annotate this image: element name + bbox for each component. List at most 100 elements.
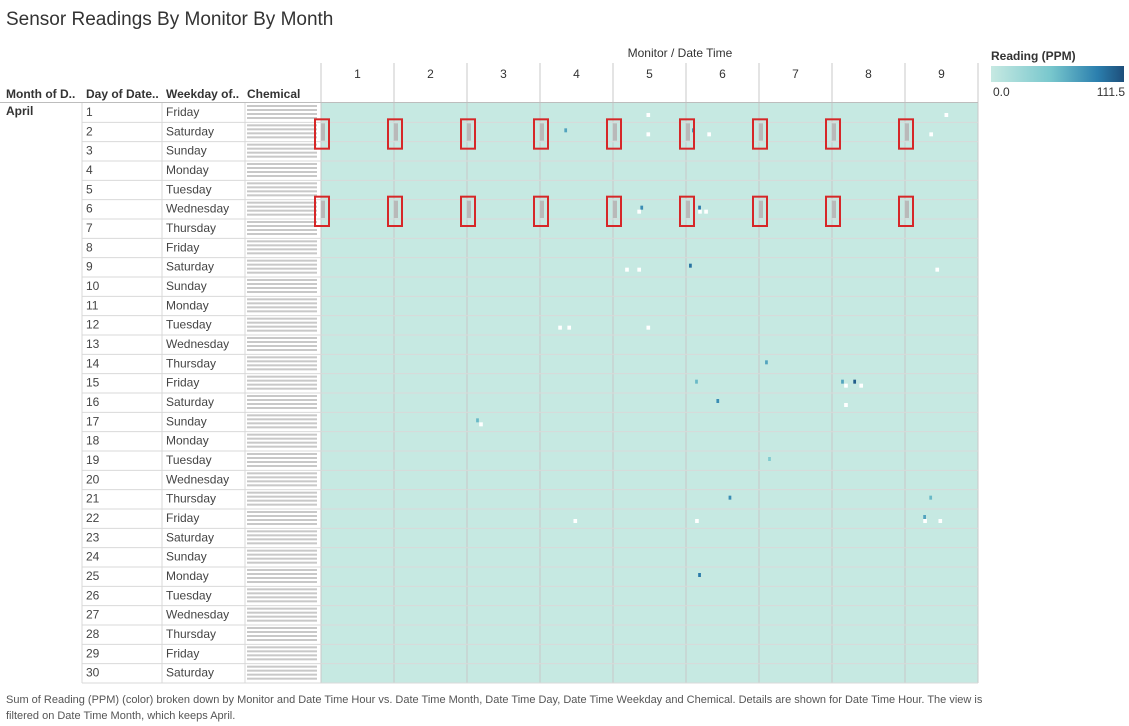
saturated-cell [567,325,572,330]
chemical-label-stack [247,395,317,397]
chemical-label-stack [247,461,317,463]
chemical-label-stack [247,105,317,107]
chemical-label-stack [247,167,317,169]
heatmap-cell [853,379,857,384]
chemical-label-stack [247,345,317,347]
chemical-label-stack [247,109,317,111]
chemical-label-stack [247,515,317,517]
day-label: 30 [86,666,100,680]
day-label: 15 [86,376,100,390]
highlight-box [460,195,476,228]
chemical-label-stack [247,530,317,533]
highlighted-hour-bar [467,123,471,141]
chemical-label-stack [247,233,317,235]
chemical-label-stack [247,414,317,417]
chemical-label-stack [247,437,317,440]
day-label: 8 [86,240,93,254]
row-header-chemical: Chemical [247,87,301,101]
chemical-label-stack [247,291,317,293]
monitor-header-label: 5 [646,67,653,81]
highlighted-hour-bar [759,200,763,218]
weekday-label: Thursday [166,221,216,235]
chemical-label-stack [247,433,317,436]
chemical-label-stack [247,325,317,328]
saturated-cell [944,113,949,117]
chemical-label-stack [247,229,317,231]
highlighted-hour-bar [321,200,325,218]
column-header-title: Monitor / Date Time [627,46,733,60]
chemical-label-stack [247,665,317,668]
chemical-label-stack [247,310,317,313]
chemical-label-stack [247,171,317,173]
heatmap-cell [689,263,692,268]
chemical-label-stack [247,259,317,262]
chemical-label-stack [247,356,317,359]
chemical-label-stack [247,619,317,622]
chemical-label-stack [247,465,317,467]
legend-color-ramp [991,66,1124,82]
chemical-label-stack [247,128,317,131]
day-label: 11 [86,298,99,312]
chemical-label-stack [247,480,317,483]
chemical-label-stack [247,611,317,614]
weekday-label: Thursday [166,356,216,370]
chemical-label-stack [247,279,317,281]
day-label: 3 [86,144,93,158]
chart-caption: Sum of Reading (PPM) (color) broken down… [6,694,983,722]
saturated-cell [929,132,933,137]
heatmap-cell [841,379,844,384]
chemical-label-stack [247,143,317,146]
chemical-label-stack [247,190,317,193]
weekday-label: Monday [166,298,209,312]
monitor-header-label: 2 [427,67,434,81]
weekday-label: Friday [166,646,199,660]
highlight-box [679,195,695,228]
chemical-label-stack [247,615,317,618]
chemical-label-stack [247,549,317,552]
highlight-box [752,195,768,228]
day-label: 29 [86,646,100,660]
chemical-label-stack [247,360,317,363]
chemical-label-stack [247,136,317,139]
heatmap-cell [716,399,720,403]
chemical-label-stack [247,441,317,444]
chemical-label-stack [247,317,317,320]
chemical-label-stack [247,271,317,274]
chemical-label-stack [247,422,317,425]
chemical-label-stack [247,631,317,633]
chemical-label-stack [247,658,317,661]
highlight-box [825,195,841,228]
weekday-label: Monday [166,569,209,583]
day-label: 2 [86,124,93,138]
monitor-header-label: 4 [573,67,580,81]
chemical-label-stack [247,337,317,339]
saturated-cell [625,267,629,272]
weekday-label: Tuesday [166,453,212,467]
chemical-label-stack [247,445,317,448]
weekday-label: Thursday [166,627,216,641]
monitor-header-label: 8 [865,67,872,81]
highlighted-hour-bar [321,123,325,141]
day-label: 26 [86,588,100,602]
day-label: 25 [86,569,100,583]
chemical-label-stack [247,306,317,309]
weekday-label: Wednesday [166,337,229,351]
day-label: 28 [86,627,100,641]
saturated-cell [646,113,651,117]
chemical-label-stack [247,209,317,212]
chemical-label-stack [247,182,317,185]
month-label: April [6,104,34,118]
chemical-label-stack [247,175,317,177]
row-header-weekday: Weekday of.. [166,87,240,101]
chemical-label-stack [247,577,317,579]
chemical-label-stack [247,457,317,459]
highlight-box [752,118,768,150]
chemical-label-stack [247,472,317,475]
chemical-label-stack [247,124,317,127]
day-label: 7 [86,221,93,235]
highlighted-hour-bar [832,123,836,141]
highlight-box [898,118,914,150]
heatmap-cell [728,495,732,500]
chemical-label-stack [247,221,317,223]
